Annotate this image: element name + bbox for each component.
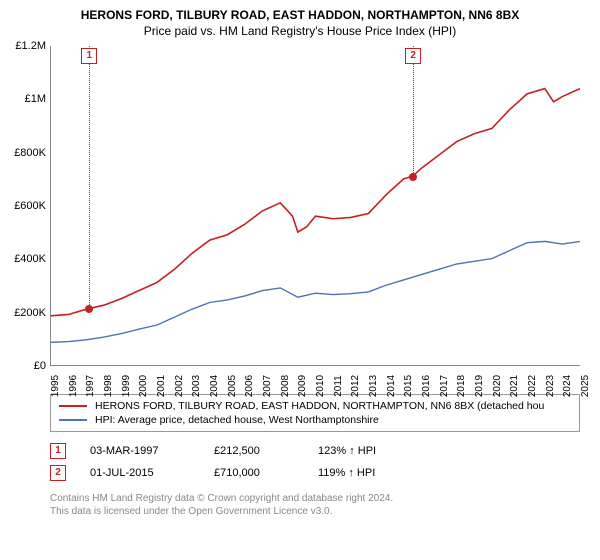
x-axis-label: 1998 — [103, 375, 114, 397]
x-axis-label: 2013 — [368, 375, 379, 397]
footer-line2: This data is licensed under the Open Gov… — [50, 505, 580, 518]
x-axis-label: 1999 — [121, 375, 132, 397]
tx-date: 01-JUL-2015 — [90, 467, 190, 479]
marker-dot-2 — [409, 173, 417, 181]
title-block: HERONS FORD, TILBURY ROAD, EAST HADDON, … — [0, 0, 600, 40]
tx-marker-2: 2 — [50, 465, 66, 481]
marker-line-1 — [89, 46, 90, 309]
marker-dot-1 — [85, 305, 93, 313]
x-axis-label: 2011 — [333, 375, 344, 397]
x-axis-label: 2007 — [262, 375, 273, 397]
transaction-row: 1 03-MAR-1997 £212,500 123% ↑ HPI — [50, 440, 580, 462]
transactions: 1 03-MAR-1997 £212,500 123% ↑ HPI 2 01-J… — [50, 440, 580, 484]
x-axis-label: 2014 — [386, 375, 397, 397]
y-axis-label: £400K — [14, 253, 46, 265]
x-axis-label: 2000 — [138, 375, 149, 397]
legend-label-property: HERONS FORD, TILBURY ROAD, EAST HADDON, … — [95, 400, 544, 412]
footer: Contains HM Land Registry data © Crown c… — [50, 492, 580, 518]
marker-box-1: 1 — [81, 48, 97, 64]
x-axis-label: 2015 — [403, 375, 414, 397]
marker-box-2: 2 — [405, 48, 421, 64]
tx-price: £710,000 — [214, 467, 294, 479]
x-axis-label: 2003 — [191, 375, 202, 397]
legend-swatch-hpi — [59, 419, 87, 421]
legend-label-hpi: HPI: Average price, detached house, West… — [95, 414, 379, 426]
x-axis-label: 1996 — [68, 375, 79, 397]
x-axis-label: 2024 — [562, 375, 573, 397]
legend-swatch-property — [59, 405, 87, 407]
y-axis-label: £800K — [14, 147, 46, 159]
tx-marker-1: 1 — [50, 443, 66, 459]
legend: HERONS FORD, TILBURY ROAD, EAST HADDON, … — [50, 394, 580, 432]
x-axis-label: 2025 — [580, 375, 591, 397]
x-axis-label: 2020 — [492, 375, 503, 397]
plot: £0£200K£400K£600K£800K£1M£1.2M12 — [50, 46, 580, 366]
x-axis-label: 2021 — [509, 375, 520, 397]
transaction-row: 2 01-JUL-2015 £710,000 119% ↑ HPI — [50, 462, 580, 484]
x-axis-label: 2012 — [350, 375, 361, 397]
tx-date: 03-MAR-1997 — [90, 445, 190, 457]
x-axis-label: 1995 — [50, 375, 61, 397]
footer-line1: Contains HM Land Registry data © Crown c… — [50, 492, 580, 505]
x-axis-label: 2009 — [297, 375, 308, 397]
x-axis-label: 2006 — [244, 375, 255, 397]
y-axis-label: £1M — [25, 93, 46, 105]
title-main: HERONS FORD, TILBURY ROAD, EAST HADDON, … — [10, 8, 590, 22]
x-axis-label: 2004 — [209, 375, 220, 397]
tx-hpi: 123% ↑ HPI — [318, 445, 408, 457]
x-axis-label: 2019 — [474, 375, 485, 397]
legend-row-property: HERONS FORD, TILBURY ROAD, EAST HADDON, … — [59, 399, 571, 413]
x-axis-label: 2018 — [456, 375, 467, 397]
x-axis-labels: 1995199619971998199920002001200220032004… — [50, 366, 580, 386]
y-axis-label: £1.2M — [15, 40, 46, 52]
x-axis-label: 2022 — [527, 375, 538, 397]
tx-price: £212,500 — [214, 445, 294, 457]
y-axis-label: £0 — [34, 360, 46, 372]
series-line-hpi — [51, 241, 580, 342]
x-axis-label: 2010 — [315, 375, 326, 397]
x-axis-label: 1997 — [85, 375, 96, 397]
tx-hpi: 119% ↑ HPI — [318, 467, 408, 479]
y-axis-label: £600K — [14, 200, 46, 212]
x-axis-label: 2008 — [280, 375, 291, 397]
x-axis-label: 2023 — [545, 375, 556, 397]
series-line-property — [51, 89, 580, 316]
x-axis-label: 2001 — [156, 375, 167, 397]
x-axis-label: 2005 — [227, 375, 238, 397]
x-axis-label: 2002 — [174, 375, 185, 397]
legend-row-hpi: HPI: Average price, detached house, West… — [59, 413, 571, 427]
chart-area: £0£200K£400K£600K£800K£1M£1.2M12 1995199… — [50, 46, 580, 386]
line-svg — [51, 46, 580, 365]
y-axis-label: £200K — [14, 307, 46, 319]
marker-line-2 — [413, 46, 414, 177]
x-axis-label: 2017 — [439, 375, 450, 397]
x-axis-label: 2016 — [421, 375, 432, 397]
title-sub: Price paid vs. HM Land Registry's House … — [10, 24, 590, 38]
chart-container: HERONS FORD, TILBURY ROAD, EAST HADDON, … — [0, 0, 600, 560]
